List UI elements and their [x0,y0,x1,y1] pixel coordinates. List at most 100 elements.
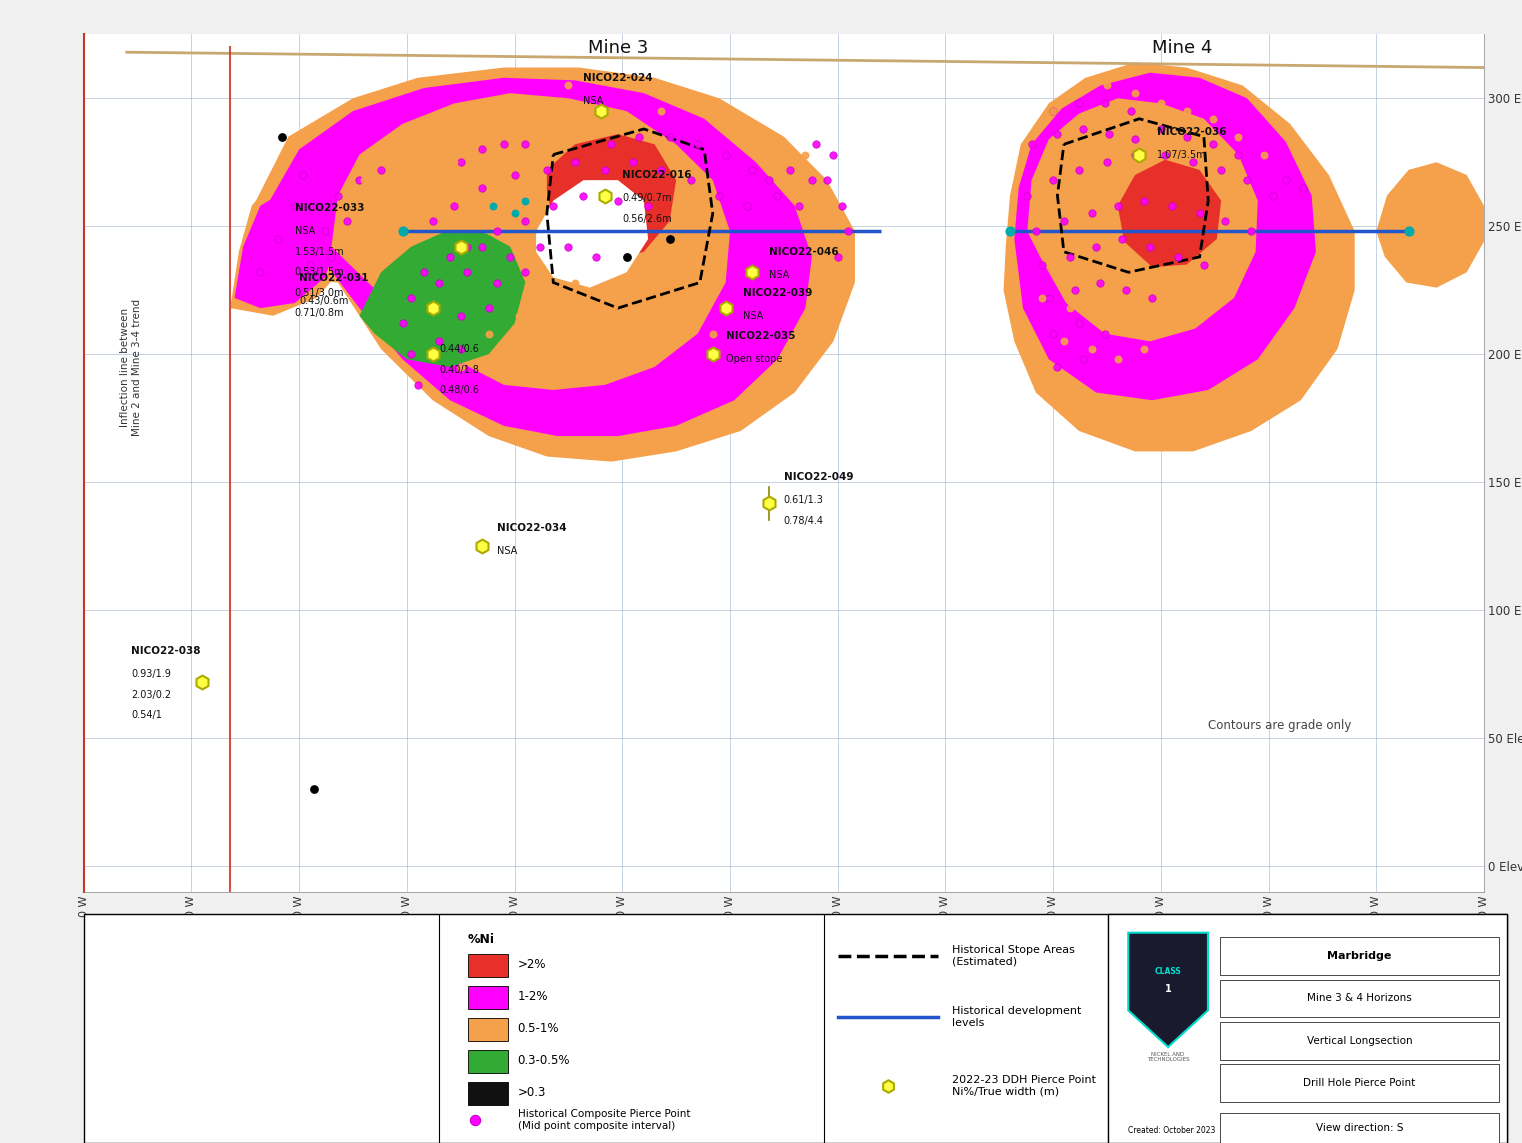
FancyBboxPatch shape [467,954,508,977]
Point [441,153,466,171]
Text: Mine 3 & 4 Horizons: Mine 3 & 4 Horizons [1307,993,1412,1004]
Text: 1.53/1.5m: 1.53/1.5m [295,247,344,257]
Point [534,161,559,179]
Text: Drill Hole Pierce Point: Drill Hole Pierce Point [1303,1078,1415,1088]
Text: >2%: >2% [517,958,546,972]
Text: 0.56/2.6m: 0.56/2.6m [622,214,671,224]
Point [390,314,414,333]
Point [1154,145,1178,163]
Point [326,186,350,205]
Point [1062,281,1087,299]
Text: Historical development
levels: Historical development levels [951,1007,1081,1028]
Text: Contours are grade only: Contours are grade only [1207,719,1352,732]
Point [1253,145,1277,163]
Polygon shape [1376,162,1484,288]
Point [714,299,738,318]
Text: 1: 1 [1164,984,1172,994]
Point [1079,339,1103,358]
Point [1041,325,1065,343]
Point [513,192,537,210]
Point [563,273,587,291]
Point [1201,135,1225,153]
Point [584,248,609,266]
Point [814,171,839,190]
Point [377,197,402,215]
Point [283,197,307,215]
Point [534,289,559,307]
Text: Historical Composite Pierce Point
(Mid point composite interval): Historical Composite Pierce Point (Mid p… [517,1110,691,1130]
Point [571,186,595,205]
Point [449,238,473,256]
Point [449,358,473,376]
FancyBboxPatch shape [467,1082,508,1105]
Point [1030,289,1055,307]
Point [740,161,764,179]
Point [507,306,531,325]
Text: NSA: NSA [295,226,315,237]
Point [390,222,414,240]
Point [1131,192,1155,210]
Point [1052,211,1076,230]
Text: NICO22-038: NICO22-038 [131,646,201,656]
Point [1046,358,1070,376]
Point [1067,83,1091,102]
Point [1187,205,1212,223]
Point [470,178,495,197]
Text: 0.44/0.6: 0.44/0.6 [440,344,479,354]
Text: Vertical Longsection: Vertical Longsection [1306,1036,1412,1046]
Text: Mine 3: Mine 3 [587,39,648,57]
Point [621,299,645,318]
Point [449,306,473,325]
Point [615,248,639,266]
Point [470,128,495,146]
Point [1110,230,1134,248]
Point [428,273,452,291]
Point [1175,102,1199,120]
Point [836,222,860,240]
Point [829,197,854,215]
Text: 0.53/1.5m: 0.53/1.5m [295,267,344,278]
Point [1123,83,1148,102]
Text: 1.07/3.5m: 1.07/3.5m [1157,150,1205,160]
Text: View direction: S: View direction: S [1315,1124,1403,1133]
Point [420,345,444,363]
Point [1071,120,1096,138]
Point [542,197,566,215]
Text: NICO22-049: NICO22-049 [784,472,854,482]
Text: NICO22-036: NICO22-036 [1157,127,1227,137]
Point [248,263,272,281]
Point [1201,110,1225,128]
Point [486,222,510,240]
Point [822,145,846,163]
Point [1041,102,1065,120]
Point [594,281,618,299]
Point [621,153,645,171]
Point [658,128,682,146]
Text: >0.3: >0.3 [517,1086,546,1100]
Point [1149,94,1173,112]
Point [449,153,473,171]
Point [412,263,437,281]
Point [1024,222,1049,240]
Point [1088,273,1113,291]
Point [1166,248,1190,266]
Polygon shape [546,134,676,262]
Text: NICO22-039: NICO22-039 [743,288,813,298]
Point [470,537,495,555]
Point [606,192,630,210]
Point [556,238,580,256]
Text: 0.78/4.4: 0.78/4.4 [784,515,823,526]
Point [420,299,444,318]
Text: NSA: NSA [769,270,788,280]
Text: Mine 4: Mine 4 [1152,39,1213,57]
Point [766,186,790,205]
Point [420,299,444,318]
Point [875,1077,900,1095]
Point [1079,205,1103,223]
Point [1030,255,1055,273]
Point [347,171,371,190]
Point [1138,306,1163,325]
Text: 0.71/0.8m: 0.71/0.8m [295,309,344,319]
Text: NICO22-024: NICO22-024 [583,73,653,83]
Text: NSA: NSA [498,546,517,557]
